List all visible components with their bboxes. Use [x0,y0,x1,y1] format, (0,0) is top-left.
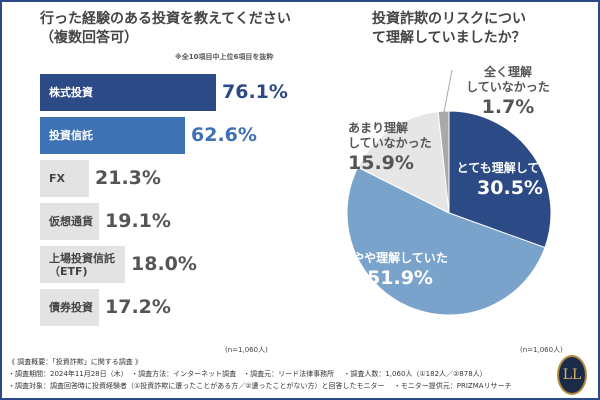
bar: 仮想通貨 [40,203,99,240]
bar: FX [40,160,90,197]
bar: 債券投資 [40,289,99,326]
bar-label: FX [49,172,65,185]
survey-line-2: ・調査対象：調査回答時に投資経験者（①投資詐欺に遭ったことがある方／②遭ったこと… [8,382,512,390]
pie-value: 51.9% [367,267,433,289]
leader-line [443,69,453,113]
pie-value: 15.9% [348,152,414,174]
pie-slice [357,111,450,214]
bar-chart-sample: (n=1,060人) [225,346,268,354]
bar-value: 76.1% [222,81,288,103]
pie-label: あまり理解 [348,120,408,135]
bar-chart-note: ※全10項目中上位6項目を抜粋 [175,53,274,61]
bar: 投資信託 [40,117,185,154]
survey-heading: 《 調査概要：「投資詐欺」に関する調査 》 [8,358,142,366]
pie-value: 30.5% [477,177,543,199]
pie-label: していなかった [348,136,432,150]
bar-label: 株式投資 [49,86,93,99]
bar-label: 投資信託 [49,129,93,142]
bar-value: 17.2% [105,296,171,318]
law-firm-logo: LL [557,355,587,395]
pie-label: 全く理解 [483,64,532,79]
pie-label: とても理解していた [457,160,564,175]
survey-line-1: ・調査期間：2024年11月28日（木） ・調査方法：インターネット調査 ・調査… [8,370,487,378]
bar: 上場投資信託（ETF) [40,246,125,283]
bar: 株式投資 [40,74,216,111]
bar-value: 62.6% [191,124,257,146]
pie-label: やや理解していた [352,250,448,265]
bar-label: 債券投資 [49,301,93,314]
pie-label: していなかった [466,80,550,94]
bar-value: 18.0% [131,253,197,275]
pie-chart-title: 投資詐欺のリスクについて理解していましたか？ [372,11,526,46]
pie-slice [346,166,546,316]
bar-value: 19.1% [105,210,171,232]
bar-chart-title: 行った経験のある投資を教えてください（複数回答可） [40,11,291,46]
bar-label: 上場投資信託（ETF) [49,251,115,278]
pie-chart-sample: (n=1,060人) [520,346,563,354]
bar-value: 21.3% [95,167,161,189]
bar-label: 仮想通貨 [49,215,93,228]
pie-slice [437,110,450,214]
pie-slice [448,110,552,249]
pie-value: 1.7% [482,96,535,118]
